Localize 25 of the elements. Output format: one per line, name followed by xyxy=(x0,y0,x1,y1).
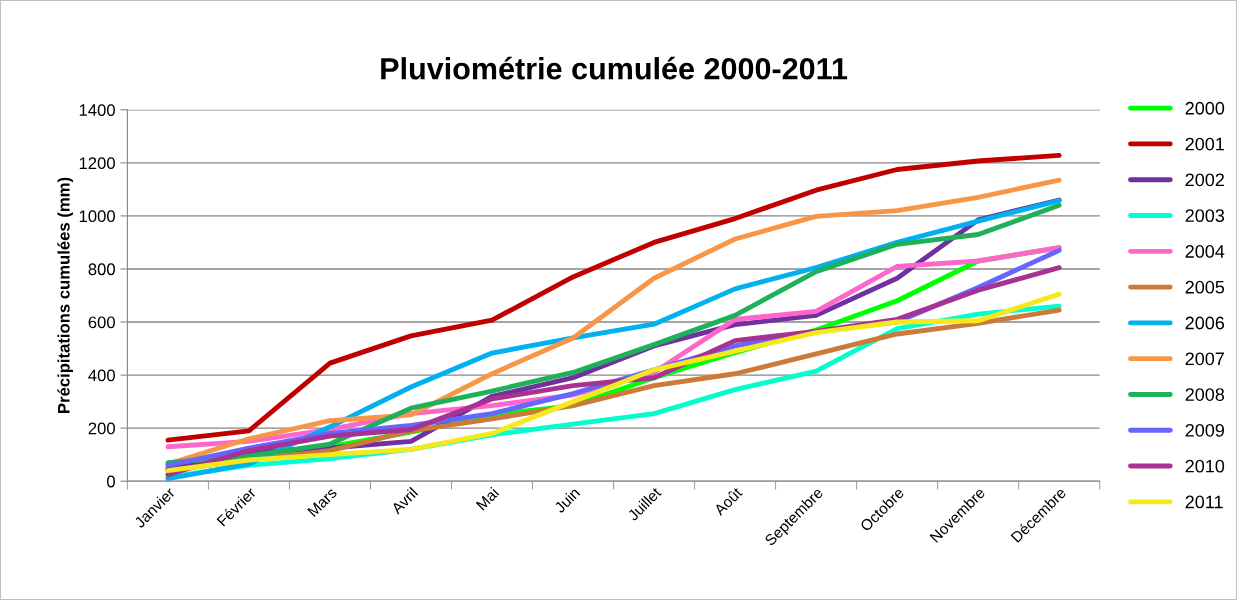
legend-label: 2001 xyxy=(1185,137,1224,151)
y-axis-title: Précipitations cumulées (mm) xyxy=(57,177,73,413)
legend-label: 2009 xyxy=(1185,423,1224,437)
y-tick-label: 400 xyxy=(88,369,115,382)
legend-label: 2000 xyxy=(1185,101,1225,115)
x-tick-label: Juin xyxy=(553,486,581,514)
legend-label: 2007 xyxy=(1185,352,1224,366)
y-tick-label: 1000 xyxy=(79,210,115,223)
legend-label: 2011 xyxy=(1185,495,1223,509)
legend-label: 2003 xyxy=(1185,209,1225,223)
y-tick-label: 200 xyxy=(88,422,115,435)
legend-label: 2005 xyxy=(1185,280,1225,294)
line-series xyxy=(165,153,1062,443)
y-tick-label: 1400 xyxy=(79,104,115,116)
y-tick-label: 800 xyxy=(88,263,115,276)
legend-label: 2006 xyxy=(1185,316,1225,330)
x-tick-label: Mai xyxy=(475,486,500,511)
y-tick-label: 1200 xyxy=(79,157,115,170)
legend-label: 2010 xyxy=(1185,459,1225,473)
y-tick-label: 0 xyxy=(106,475,115,488)
chart-title: Pluviométrie cumulée 2000-2011 xyxy=(381,56,848,80)
legend-label: 2004 xyxy=(1185,245,1225,258)
legend-label: 2002 xyxy=(1185,173,1224,187)
legend-label: 2008 xyxy=(1185,388,1225,401)
y-tick-label: 600 xyxy=(88,316,115,329)
